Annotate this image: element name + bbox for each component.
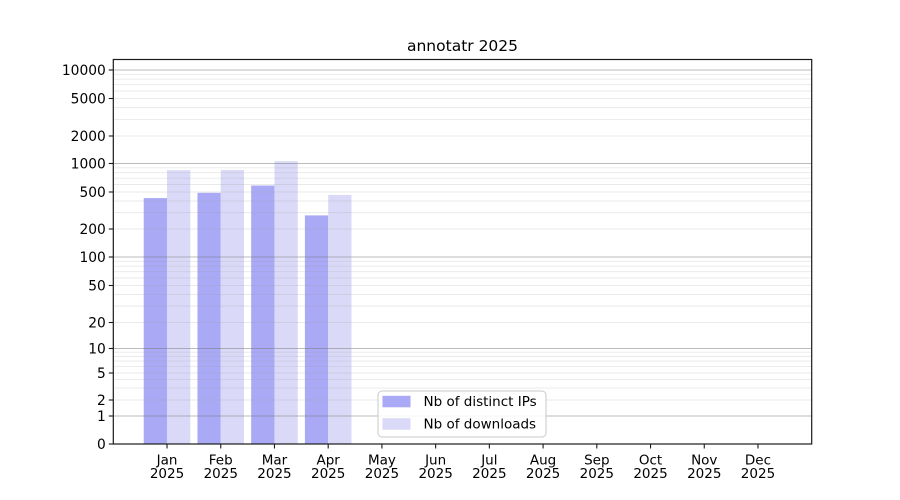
- x-tick-label: Mar 2025: [257, 453, 291, 483]
- bar-nb-of-distinct-ips-mar: [251, 185, 275, 445]
- legend: Nb of distinct IPs Nb of downloads: [377, 390, 547, 438]
- y-tick-label: 2000: [71, 129, 106, 145]
- x-tick-label: Dec 2025: [741, 453, 775, 483]
- y-tick-label: 500: [79, 185, 105, 201]
- y-tick-label: 10000: [62, 63, 106, 79]
- major-gridlines: [113, 69, 812, 417]
- legend-label: Nb of downloads: [424, 416, 537, 432]
- bar-nb-of-downloads-feb: [220, 169, 245, 444]
- legend-box: [377, 390, 547, 438]
- y-tick-label: 10: [88, 341, 106, 357]
- x-tick-label: Jun 2025: [418, 453, 452, 483]
- x-tick-label: Aug 2025: [526, 453, 560, 483]
- bar-nb-of-distinct-ips-feb: [197, 192, 221, 444]
- y-tick-label: 200: [79, 222, 105, 238]
- x-tick-label: Oct 2025: [633, 453, 667, 483]
- plot-frame: [112, 58, 813, 445]
- y-tick-label: 100: [79, 250, 105, 266]
- y-tick-label: 20: [88, 315, 106, 331]
- x-tick-label: Apr 2025: [311, 453, 345, 483]
- y-tick-label: 5000: [71, 91, 106, 107]
- legend-swatch-distinct-ips: [382, 395, 411, 408]
- legend-label: Nb of distinct IPs: [424, 394, 537, 410]
- y-tick-label: 0: [97, 437, 106, 453]
- chart-title: annotatr 2025: [407, 37, 518, 55]
- bar-nb-of-downloads-jan: [167, 170, 191, 445]
- bar-nb-of-downloads-mar: [274, 161, 298, 444]
- x-tick-label: May 2025: [365, 453, 399, 483]
- x-tick-label: Jan 2025: [150, 453, 184, 483]
- y-tick-label: 2: [97, 393, 106, 409]
- x-tick-label: Feb 2025: [204, 453, 238, 483]
- y-tick-label: 5: [97, 366, 106, 382]
- x-axis: Jan 2025 Feb 2025 Mar 2025 Apr 2025 May 2025 Jun 20…: [150, 444, 775, 482]
- bar-nb-of-distinct-ips-jan: [143, 198, 168, 444]
- legend-swatch-downloads: [382, 418, 411, 430]
- bar-nb-of-downloads-apr: [328, 194, 352, 444]
- minor-gridlines: [113, 73, 812, 401]
- y-tick-label: 1: [97, 409, 106, 425]
- x-tick-label: Sep 2025: [580, 453, 614, 483]
- x-tick-label: Nov 2025: [687, 453, 721, 483]
- y-tick-label: 1000: [71, 156, 106, 172]
- y-tick-label: 50: [88, 278, 106, 294]
- y-axis: 0 12 5 10 20 50 100 200 500 1000 2000 5000 10000: [62, 63, 114, 453]
- x-tick-label: Jul 2025: [472, 453, 506, 483]
- bar-nb-of-distinct-ips-apr: [304, 215, 329, 444]
